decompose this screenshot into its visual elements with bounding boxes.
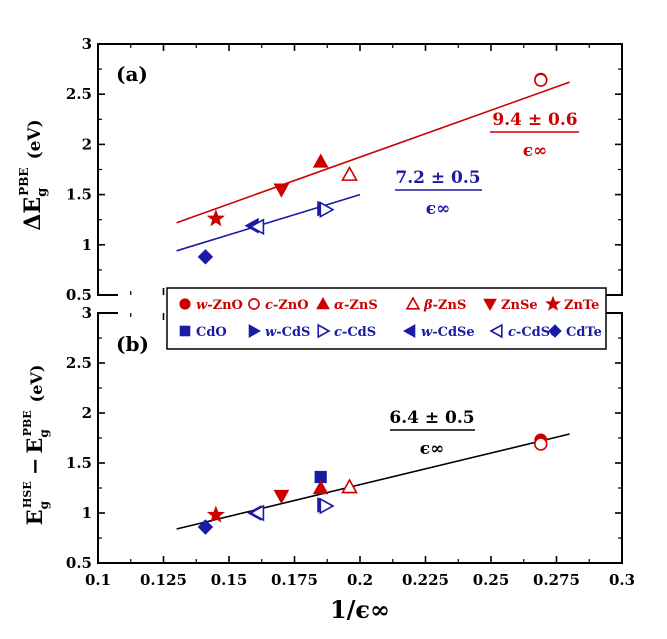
legend-label: ZnTe xyxy=(564,298,599,313)
data-point-ZnTe xyxy=(206,505,225,523)
data-point-ZnTe xyxy=(206,209,225,227)
panel-a-blue-slope-label: 7.2 ± 0.5 xyxy=(395,168,480,188)
y-tick-label: 1.5 xyxy=(66,454,92,472)
legend-marker-w-CdS xyxy=(248,324,262,338)
panel-a-blue-fit-annotation: 7.2 ± 0.5 ϵ∞ xyxy=(395,168,482,219)
data-point-CdTe xyxy=(197,519,214,535)
panel-a-blue-denominator: ϵ∞ xyxy=(426,199,451,219)
fit-line xyxy=(176,193,361,252)
data-point-b-ZnS xyxy=(341,478,358,494)
panel-a-red-fit-annotation: 9.4 ± 0.6 ϵ∞ xyxy=(490,110,579,161)
panel-a-label: (a) xyxy=(116,62,148,86)
x-tick-label: 0.275 xyxy=(533,571,580,589)
legend-label: w-CdSe xyxy=(421,325,475,340)
legend-marker-CdTe xyxy=(548,324,562,338)
legend-marker-c-CdS xyxy=(317,323,331,339)
legend-items: w-ZnO c-ZnO α-ZnS β-ZnS ZnSe ZnTe CdO w-CdS c-Cd… xyxy=(179,295,602,340)
panel-b-fit-lines xyxy=(176,433,570,530)
legend-label: ZnSe xyxy=(501,298,538,313)
data-point-c-CdSe xyxy=(249,504,265,522)
legend-box xyxy=(166,287,607,350)
legend-marker-ZnTe xyxy=(545,295,561,311)
legend-label: c-ZnO xyxy=(265,298,309,313)
panel-b-points xyxy=(197,433,548,535)
legend-marker-c-CdSe xyxy=(489,323,503,339)
x-tick-label: 0.2 xyxy=(347,571,373,589)
x-tick-label: 0.1 xyxy=(85,571,111,589)
legend-label: c-CdS xyxy=(334,325,376,340)
panel-b-slope-label: 6.4 ± 0.5 xyxy=(389,408,474,428)
y-tick-label: 1 xyxy=(82,236,92,254)
y-tick-label: 1.5 xyxy=(66,186,92,204)
data-point-ZnSe xyxy=(273,183,290,198)
legend-marker-CdO xyxy=(179,325,191,337)
x-tick-label: 0.25 xyxy=(473,571,510,589)
panel-a-y-ticks: 0.5 1 1.5 2 2.5 3 xyxy=(66,35,622,304)
data-point-CdTe xyxy=(197,249,214,265)
data-point-c-CdS xyxy=(319,201,335,219)
panel-b-label: (b) xyxy=(116,332,149,356)
x-tick-label: 0.225 xyxy=(402,571,449,589)
panel-a-red-denominator: ϵ∞ xyxy=(523,141,548,161)
legend-marker-c-ZnO xyxy=(248,298,260,310)
panel-a: 0.5 1 1.5 2 2.5 3 (a) 9.4 ± 0.6 ϵ∞ 7.2 ± 0.5 … xyxy=(17,35,623,304)
data-point-c-ZnO xyxy=(534,73,548,87)
y-tick-label: 2 xyxy=(82,404,92,422)
panel-b-fit-annotation: 6.4 ± 0.5 ϵ∞ xyxy=(389,408,475,459)
panel-a-red-slope-label: 9.4 ± 0.6 xyxy=(492,110,577,130)
panel-a-y-axis-title: ΔEgPBE(eV) xyxy=(17,119,50,230)
data-point-ZnSe xyxy=(273,489,290,505)
x-tick-label: 0.125 xyxy=(140,571,187,589)
legend-marker-ZnSe xyxy=(483,298,497,312)
y-tick-label: 2.5 xyxy=(66,85,92,103)
data-point-a-ZnS xyxy=(312,479,329,495)
panel-a-points xyxy=(197,72,548,265)
data-point-c-ZnO xyxy=(534,437,548,451)
fit-line xyxy=(176,433,570,530)
legend-marker-α-ZnS xyxy=(316,296,330,310)
legend-label: α-ZnS xyxy=(334,298,378,313)
legend: w-ZnO c-ZnO α-ZnS β-ZnS ZnSe ZnTe CdO w-CdS c-Cd… xyxy=(166,287,607,350)
y-tick-label: 0.5 xyxy=(66,286,92,304)
legend-label: w-ZnO xyxy=(196,298,243,313)
y-tick-label: 0.5 xyxy=(66,554,92,572)
legend-label: CdTe xyxy=(566,325,602,340)
y-tick-label: 1 xyxy=(82,504,92,522)
legend-label: CdO xyxy=(196,325,227,340)
legend-marker-β-ZnS xyxy=(405,296,421,310)
x-axis-title: 1/ϵ∞ xyxy=(330,595,390,624)
legend-label: β-ZnS xyxy=(423,298,466,313)
legend-label: c-CdSe xyxy=(508,325,558,340)
fit-line xyxy=(176,81,570,224)
data-point-c-CdSe xyxy=(249,218,265,236)
data-point-a-ZnS xyxy=(312,153,329,168)
y-tick-label: 3 xyxy=(82,304,92,322)
x-tick-label: 0.3 xyxy=(609,571,635,589)
panel-b-x-ticks: 0.1 0.125 0.15 0.175 0.2 0.225 0.25 0.275 0.3 xyxy=(85,313,635,589)
x-tick-label: 0.15 xyxy=(211,571,248,589)
legend-marker-w-CdSe xyxy=(402,324,416,338)
legend-label: w-CdS xyxy=(265,325,310,340)
data-point-c-CdS xyxy=(319,497,335,515)
legend-marker-w-ZnO xyxy=(179,298,191,310)
panel-b-y-axis-title: EgHSE−EgPBE(eV) xyxy=(21,365,51,526)
data-point-b-ZnS xyxy=(341,165,358,181)
panel-b: 0.511.522.53 0.1 0.125 0.15 0.175 0.2 0.225 0.… xyxy=(21,304,635,624)
panel-a-fit-lines xyxy=(176,81,570,252)
y-tick-label: 3 xyxy=(82,35,92,53)
y-tick-label: 2.5 xyxy=(66,354,92,372)
panel-b-y-ticks: 0.5 1 1.5 2 2.5 3 xyxy=(66,304,622,572)
x-tick-label: 0.175 xyxy=(271,571,318,589)
panel-b-denominator: ϵ∞ xyxy=(420,439,445,459)
y-tick-label: 2 xyxy=(82,135,92,153)
